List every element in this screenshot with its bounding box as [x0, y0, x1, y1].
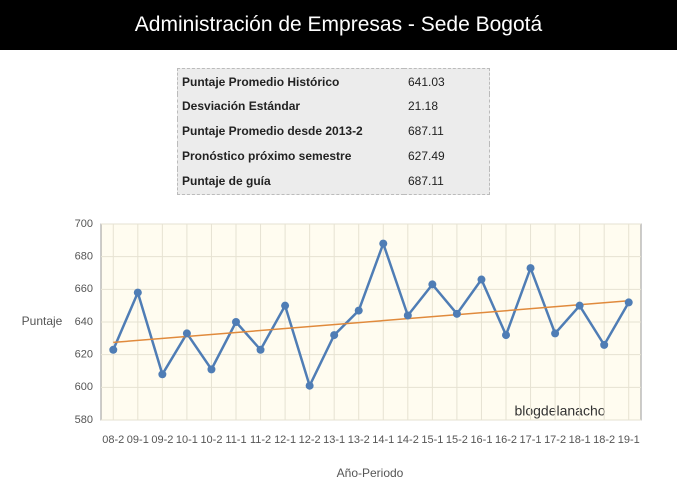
x-tick-label: 13-2	[348, 434, 370, 446]
table-row: Puntaje Promedio Histórico 641.03	[178, 69, 490, 95]
x-tick-label: 17-1	[520, 434, 542, 446]
data-point	[109, 345, 118, 354]
x-tick-label: 14-1	[372, 434, 394, 446]
x-tick-label: 15-1	[421, 434, 443, 446]
x-tick-label: 18-2	[593, 434, 615, 446]
table-row: Puntaje de guía 687.11	[178, 169, 490, 195]
x-tick-label: 19-1	[618, 434, 640, 446]
data-point	[403, 311, 412, 320]
data-point	[551, 329, 560, 338]
y-tick-label: 640	[75, 316, 93, 328]
x-tick-label: 10-1	[176, 434, 198, 446]
data-point	[600, 340, 609, 349]
x-tick-label: 08-2	[102, 434, 124, 446]
y-axis-label: Puntaje	[22, 314, 63, 328]
data-point	[452, 309, 461, 318]
x-tick-label: 11-2	[250, 434, 271, 446]
y-tick-label: 620	[75, 349, 93, 361]
table-row: Desviación Estándar 21.18	[178, 94, 490, 119]
row-value: 687.11	[408, 124, 444, 139]
x-tick-label: 10-2	[200, 434, 222, 446]
row-label: Puntaje Promedio desde 2013-2	[182, 124, 363, 139]
watermark: blogdelanacho	[514, 403, 605, 419]
data-point	[182, 329, 191, 338]
y-tick-label: 660	[75, 283, 93, 295]
row-label: Puntaje de guía	[182, 174, 271, 189]
x-tick-label: 15-2	[446, 434, 468, 446]
x-tick-label: 12-2	[299, 434, 321, 446]
x-tick-label: 11-1	[225, 434, 246, 446]
row-value: 641.03	[408, 74, 445, 89]
data-point	[158, 370, 167, 379]
header-title: Administración de Empresas - Sede Bogotá	[0, 0, 677, 50]
table-row: Puntaje Promedio desde 2013-2 687.11	[178, 119, 490, 144]
data-point	[379, 239, 388, 248]
data-point	[133, 288, 142, 297]
x-tick-label: 18-1	[569, 434, 591, 446]
data-point	[428, 280, 437, 289]
data-line	[112, 239, 630, 390]
data-point	[281, 301, 290, 310]
x-tick-label: 16-2	[495, 434, 517, 446]
data-point	[575, 301, 584, 310]
x-tick-label: 12-1	[274, 434, 296, 446]
x-tick-label: 16-1	[470, 434, 492, 446]
table-row: Pronóstico próximo semestre 627.49	[178, 144, 490, 169]
stats-table: Puntaje Promedio Histórico 641.03 Desviaci…	[177, 68, 490, 195]
trend-line	[113, 300, 629, 344]
row-value: 687.11	[408, 174, 444, 189]
data-point	[330, 331, 339, 340]
x-tick-label: 09-1	[127, 434, 149, 446]
data-point	[526, 264, 535, 273]
data-point	[256, 345, 265, 354]
x-tick-label: 09-2	[151, 434, 173, 446]
data-point	[502, 331, 510, 340]
y-tick-label: 700	[75, 218, 93, 230]
row-label: Desviación Estándar	[182, 99, 301, 114]
row-label: Puntaje Promedio Histórico	[182, 74, 340, 89]
data-point	[477, 275, 486, 284]
x-axis-label: Año-Periodo	[337, 466, 404, 480]
data-point	[207, 365, 216, 374]
data-point	[232, 318, 240, 326]
x-tick-label: 13-1	[323, 434, 345, 446]
x-tick-label: 17-2	[544, 434, 566, 446]
y-tick-label: 580	[75, 414, 93, 426]
data-point	[354, 306, 363, 315]
data-point	[305, 381, 314, 390]
data-point	[624, 298, 633, 307]
y-tick-label: 680	[75, 251, 93, 263]
x-tick-label: 14-2	[397, 434, 419, 446]
row-value: 21.18	[408, 99, 439, 114]
row-value: 627.49	[408, 149, 445, 164]
row-label: Pronóstico próximo semestre	[182, 149, 352, 164]
y-tick-label: 600	[75, 381, 93, 393]
